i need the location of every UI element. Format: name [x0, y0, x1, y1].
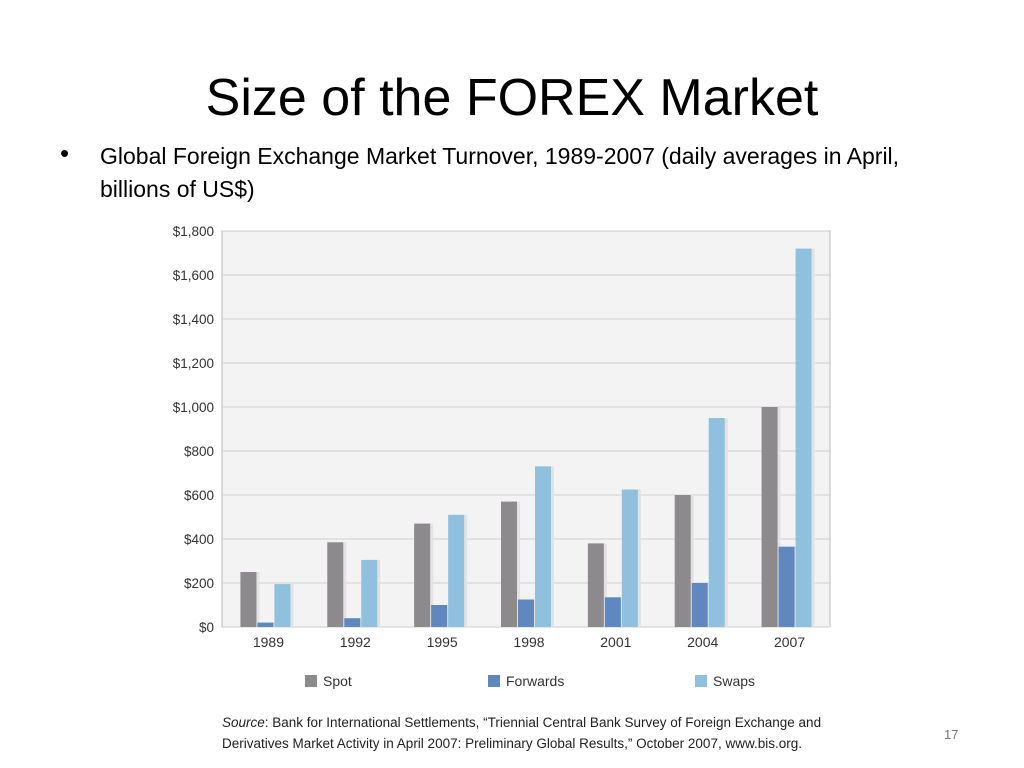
- bar-spot-1998: [501, 501, 517, 627]
- y-tick-label: $1,200: [173, 356, 214, 371]
- x-tick-label: 2007: [774, 634, 805, 650]
- y-tick-label: $1,000: [173, 400, 214, 415]
- bar-swaps-1995: [448, 514, 465, 627]
- x-tick-label: 2004: [687, 634, 718, 650]
- bar-swaps-1992: [361, 559, 378, 627]
- source-text: : Bank for International Settlements, “T…: [222, 715, 822, 751]
- bullet-text: Global Foreign Exchange Market Turnover,…: [100, 143, 900, 202]
- bar-swaps-2007: [795, 248, 812, 627]
- bar-spot-1989: [240, 572, 257, 627]
- slide-title: Size of the FOREX Market: [205, 69, 819, 127]
- legend-swatch-forwards: [488, 675, 500, 687]
- y-tick-label: $600: [184, 488, 214, 503]
- legend: Spot Forwards Swaps: [305, 673, 755, 689]
- bar-swaps-1989: [274, 584, 291, 627]
- bar-forwards-2007: [778, 546, 795, 627]
- y-tick-label: $1,800: [173, 224, 214, 239]
- bar-swaps-1998: [535, 466, 551, 627]
- y-tick-label: $0: [199, 620, 214, 635]
- bar-forwards-1998: [518, 599, 534, 627]
- bar-spot-2007: [761, 407, 778, 627]
- bar-spot-2004: [674, 495, 691, 627]
- legend-swatch-spot: [305, 675, 317, 687]
- bar-spot-1992: [327, 542, 344, 627]
- bar-swaps-2004: [708, 418, 725, 627]
- source-label: Source: [222, 715, 265, 730]
- bar-forwards-2004: [691, 583, 708, 627]
- x-axis-ticks: 1989 1992 1995 1998 2001 2004 2007: [253, 634, 806, 650]
- legend-label-swaps: Swaps: [713, 673, 755, 689]
- bar-forwards-1989: [257, 622, 274, 627]
- y-tick-label: $200: [184, 576, 214, 591]
- bar-spot-1995: [414, 523, 431, 627]
- x-tick-label: 1992: [340, 634, 371, 650]
- grid-layer: [221, 230, 831, 628]
- x-tick-label: 2001: [600, 634, 631, 650]
- legend-label-forwards: Forwards: [506, 673, 564, 689]
- x-tick-label: 1995: [427, 634, 458, 650]
- plot-area: [221, 230, 831, 628]
- y-tick-label: $800: [184, 444, 214, 459]
- y-tick-label: $1,600: [173, 268, 214, 283]
- y-tick-label: $1,400: [173, 312, 214, 327]
- bar-spot-2001: [587, 543, 604, 627]
- bar-layer: [240, 248, 815, 627]
- turnover-bar-chart: $0 $200 $400 $600 $800 $1,000 $1,200 $1,400 $1,6…: [173, 224, 831, 689]
- legend-swatch-swaps: [695, 675, 707, 687]
- legend-label-spot: Spot: [323, 673, 352, 689]
- bar-swaps-2001: [621, 489, 638, 627]
- bar-forwards-1995: [431, 605, 448, 627]
- y-axis-ticks: $0 $200 $400 $600 $800 $1,000 $1,200 $1,400 $1,6…: [173, 224, 214, 635]
- y-tick-label: $400: [184, 532, 214, 547]
- x-tick-label: 1998: [513, 634, 544, 650]
- source-note: Source: Bank for International Settlemen…: [222, 712, 862, 754]
- bar-forwards-1992: [344, 618, 361, 627]
- bar-forwards-2001: [604, 597, 621, 627]
- x-tick-label: 1989: [253, 634, 284, 650]
- bullet-marker: •: [60, 138, 70, 168]
- page-number: 17: [944, 727, 959, 742]
